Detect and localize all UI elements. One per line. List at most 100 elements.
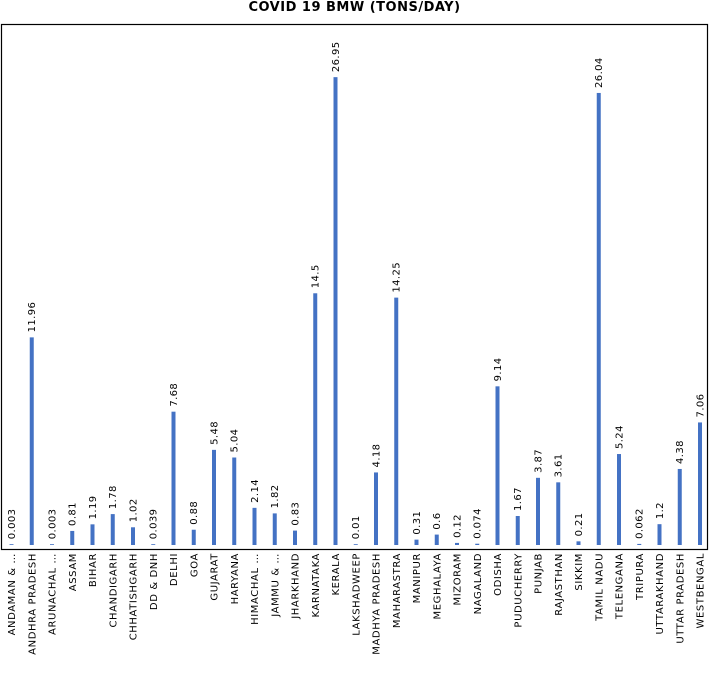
bar <box>394 297 399 545</box>
category-label: ANDAMAN & … <box>7 553 18 635</box>
bar <box>171 411 176 545</box>
bar <box>536 477 540 545</box>
bar <box>110 514 115 545</box>
value-label: 0.6 <box>432 512 443 529</box>
bar <box>272 513 277 545</box>
value-label: 4.38 <box>675 440 686 464</box>
value-label: 7.68 <box>169 383 180 407</box>
category-label: JAMMU & … <box>270 553 281 618</box>
value-label: 7.06 <box>696 394 707 418</box>
bar <box>29 337 34 545</box>
bar <box>191 529 196 545</box>
bar <box>293 530 297 545</box>
value-label-group: 0.003 11.96 0.003 0.81 1.19 1.78 1.02 0.039 7.68… <box>7 42 707 540</box>
value-label: 14.25 <box>392 262 403 293</box>
value-label: 1.82 <box>270 485 281 509</box>
value-label: 5.24 <box>615 425 626 449</box>
bar <box>131 527 135 545</box>
value-label: 0.003 <box>7 509 18 540</box>
bar <box>353 544 358 545</box>
category-label: WESTBENGAL <box>696 553 707 628</box>
category-label: MAHARASTRA <box>392 553 403 628</box>
bar <box>495 386 500 545</box>
value-label: 3.87 <box>534 449 545 473</box>
value-label: 9.14 <box>493 357 504 381</box>
category-label: UTTAR PRADESH <box>675 553 686 644</box>
value-label: 11.96 <box>27 302 38 333</box>
category-label: MIZORAM <box>453 553 464 606</box>
category-label: UTTARAKHAND <box>655 553 666 635</box>
category-label: ARUNACHAL … <box>48 553 59 635</box>
bar <box>50 544 54 545</box>
bar <box>515 516 520 545</box>
category-label: ANDHRA PRADESH <box>27 553 38 655</box>
value-label: 4.18 <box>372 444 383 468</box>
bar <box>333 77 338 546</box>
value-label: 1.2 <box>655 502 666 519</box>
value-label: 14.5 <box>311 264 322 288</box>
category-label: TAMIL NADU <box>594 553 605 622</box>
category-label: CHANDIGARH <box>108 553 119 628</box>
value-label: 1.19 <box>88 495 99 519</box>
bar <box>637 543 642 545</box>
bar <box>414 539 419 545</box>
category-label: SIKKIM <box>574 553 585 591</box>
bar <box>455 542 459 545</box>
value-label: 5.04 <box>230 429 241 453</box>
value-label: 0.81 <box>68 502 79 526</box>
category-label: LAKSHADWEEP <box>351 553 362 636</box>
category-label-group: ANDAMAN & … ANDHRA PRADESH ARUNACHAL … ASSA… <box>7 553 707 655</box>
bar <box>374 472 378 545</box>
bar <box>151 544 156 545</box>
value-label: 26.95 <box>331 42 342 73</box>
category-label: TELENGANA <box>615 553 626 620</box>
bar <box>475 543 480 545</box>
value-label: 0.074 <box>473 508 484 539</box>
bar <box>313 293 318 545</box>
category-label: MANIPUR <box>412 553 423 603</box>
value-label: 5.48 <box>210 421 221 445</box>
category-label: DD & DNH <box>149 553 160 610</box>
category-label: RAJASTHAN <box>554 553 565 616</box>
value-label: 0.01 <box>351 515 362 539</box>
category-label: MEGHALAYA <box>432 553 443 620</box>
value-label: 1.02 <box>129 498 140 522</box>
value-label: 0.83 <box>291 502 302 526</box>
bar-group <box>9 77 702 546</box>
category-label: KARNATAKA <box>311 553 322 618</box>
category-label: PUNJAB <box>534 553 545 594</box>
bar <box>617 454 621 545</box>
bar <box>9 544 14 545</box>
category-label: DELHI <box>169 553 180 586</box>
value-label: 0.88 <box>189 501 200 525</box>
bar <box>657 524 662 545</box>
category-label: ODISHA <box>493 553 504 596</box>
category-label: PUDUCHERRY <box>513 553 524 628</box>
value-label: 0.31 <box>412 511 423 535</box>
category-label: GUJARAT <box>210 553 221 601</box>
category-label: BIHAR <box>88 553 99 587</box>
bar <box>434 534 439 545</box>
category-label: NAGALAND <box>473 553 484 614</box>
value-label: 0.003 <box>48 509 59 540</box>
bar <box>232 457 237 545</box>
value-label: 26.04 <box>594 57 605 88</box>
bar <box>698 422 702 545</box>
plot-frame <box>0 23 709 551</box>
bar <box>677 468 682 545</box>
chart-title: COVID 19 BMW (TONS/DAY) <box>248 0 461 15</box>
value-label: 1.67 <box>513 487 524 511</box>
value-label: 0.062 <box>635 508 646 539</box>
bar <box>252 507 257 545</box>
bar <box>556 482 561 545</box>
category-label: TRIPURA <box>635 553 646 601</box>
value-label: 0.039 <box>149 509 160 540</box>
category-label: ASSAM <box>68 553 79 591</box>
bar <box>212 449 216 545</box>
category-label: KERALA <box>331 553 342 596</box>
category-label: JHARKHAND <box>291 553 302 620</box>
category-label: GOA <box>189 553 200 577</box>
category-label: MADHYA PRADESH <box>372 553 383 655</box>
value-label: 1.78 <box>108 485 119 509</box>
bar <box>90 524 95 545</box>
